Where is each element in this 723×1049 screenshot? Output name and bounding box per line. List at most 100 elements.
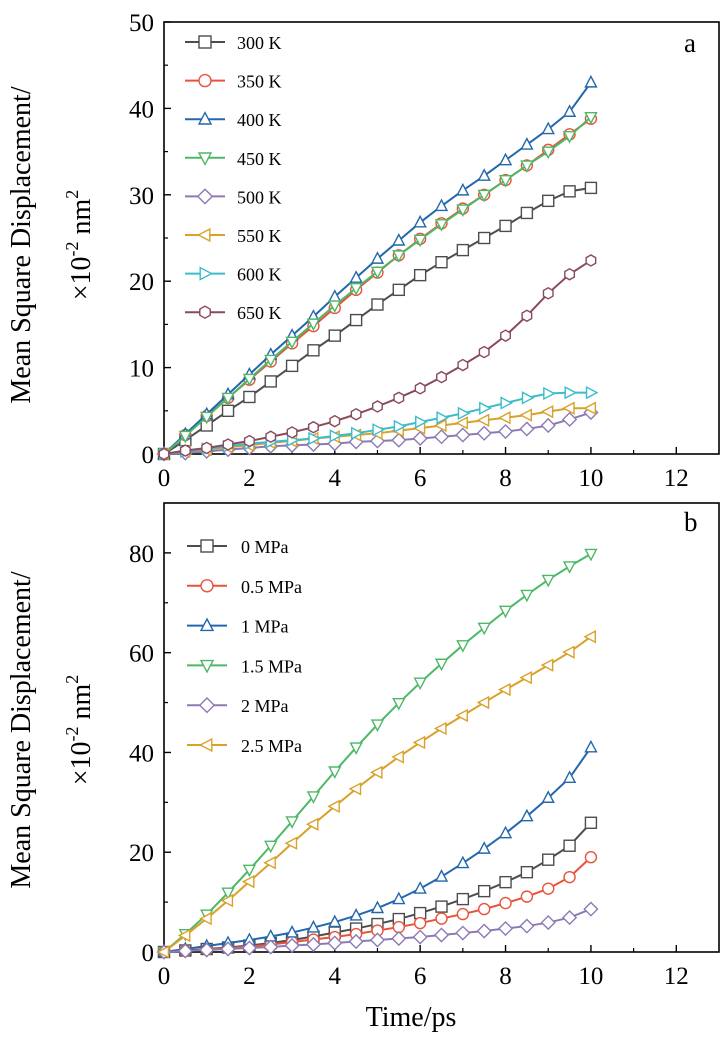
panel-b-legend-label-5: 2.5 MPa xyxy=(241,736,302,756)
panel-b-point-4-1 xyxy=(177,943,193,959)
panel-b-point-3-19 xyxy=(562,561,577,574)
panel-a-point-2-15 xyxy=(477,168,491,181)
panel-b-point-1-20 xyxy=(584,851,598,864)
panel-b-xtick-label-1: 2 xyxy=(243,963,256,990)
panel-b-series-3 xyxy=(157,548,598,960)
panel-a-legend-label-4: 500 K xyxy=(237,187,282,207)
panel-a-point-3-14 xyxy=(456,204,470,218)
panel-b-legend-label-3: 1.5 MPa xyxy=(241,656,302,676)
panel-b-point-2-17 xyxy=(520,808,534,822)
panel-a-point-0-14 xyxy=(456,243,470,257)
panel-b-point-4-5 xyxy=(263,939,279,955)
panel-a-point-6-15 xyxy=(479,401,492,415)
panel-a-legend-entry-4: 500 K xyxy=(185,187,282,207)
panel-a-legend-marker-5 xyxy=(196,227,211,243)
panel-b-point-5-0 xyxy=(156,945,170,959)
panel-b-point-4-15 xyxy=(476,923,492,939)
panel-b-point-5-1 xyxy=(177,928,191,943)
panel-a-series-7 xyxy=(158,254,597,461)
panel-a-point-7-7 xyxy=(307,420,319,434)
panel-a-ylabel-line2: ×10-2 nm2 xyxy=(62,190,97,301)
panel-b-point-3-6 xyxy=(285,816,299,829)
panel-a-point-0-17 xyxy=(520,206,534,220)
panel-a-point-0-8 xyxy=(328,329,341,342)
panel-a-legend-entry-3: 450 K xyxy=(185,149,282,169)
panel-a: 0 2 4 6 8 10 12 0 10 20 30 40 50 300 K 350 K 400 K 450 K… xyxy=(6,10,720,492)
panel-a-point-4-14 xyxy=(455,427,471,443)
panel-b-point-2-15 xyxy=(477,841,491,854)
panel-a-legend-marker-6 xyxy=(199,266,214,281)
panel-a-point-7-8 xyxy=(329,414,341,428)
panel-b-plot-area: 0 2 4 6 8 10 12 0 20 40 60 80 0 MPa 0.5 MPa 1 MPa 1.5 M… xyxy=(129,502,720,990)
panel-b-point-2-20 xyxy=(584,739,598,753)
panel-b-point-5-18 xyxy=(540,658,554,672)
panel-b-ylabel-line2: ×10-2 nm2 xyxy=(62,675,97,786)
panel-a-point-0-9 xyxy=(349,313,363,327)
panel-a-legend-marker-7 xyxy=(199,305,211,320)
panel-a-point-0-19 xyxy=(563,185,576,198)
panel-a-point-3-20 xyxy=(584,111,598,125)
panel-a-legend-entry-0: 300 K xyxy=(185,33,282,53)
panel-a-legend-label-7: 650 K xyxy=(237,303,282,323)
panel-a-point-3-9 xyxy=(349,283,363,296)
panel-b-legend-entry-0: 0 MPa xyxy=(187,537,289,557)
panel-a-point-6-12 xyxy=(415,415,428,429)
panel-b-series-4 xyxy=(156,901,599,960)
panel-a-point-0-5 xyxy=(264,375,277,388)
panel-b-point-4-18 xyxy=(540,914,556,931)
panel-a-point-0-11 xyxy=(392,283,406,297)
panel-a-point-0-7 xyxy=(307,344,320,357)
panel-a-point-2-11 xyxy=(392,233,406,246)
panel-b-legend-marker-3 xyxy=(199,659,215,674)
panel-b-point-3-10 xyxy=(370,719,385,733)
panel-b-point-5-14 xyxy=(455,708,468,723)
panel-a-letter: a xyxy=(684,28,696,58)
panel-b-xtick-label-0: 0 xyxy=(158,963,171,990)
panel-b-point-3-8 xyxy=(328,766,342,779)
panel-a-point-6-8 xyxy=(329,429,343,443)
panel-b-point-3-15 xyxy=(477,622,491,636)
panel-b-point-2-11 xyxy=(392,891,406,905)
panel-b-point-5-7 xyxy=(305,817,319,831)
panel-b-point-5-17 xyxy=(519,670,532,685)
panel-b-letter: b xyxy=(684,507,698,537)
panel-a-point-2-14 xyxy=(456,182,470,196)
panel-b-point-2-16 xyxy=(498,825,513,839)
panel-b-legend-label-1: 0.5 MPa xyxy=(241,577,302,597)
panel-a-point-3-15 xyxy=(477,189,491,203)
panel-a-point-5-19 xyxy=(562,401,575,415)
panel-b-point-3-18 xyxy=(541,574,555,588)
panel-a-point-5-20 xyxy=(583,401,597,415)
panel-a-point-6-10 xyxy=(372,423,386,437)
panel-b-point-4-6 xyxy=(284,937,300,954)
panel-a-xtick-label-5: 10 xyxy=(578,465,603,492)
panel-a-legend-label-1: 350 K xyxy=(237,72,282,92)
panel-a-point-6-9 xyxy=(351,426,364,440)
panel-b-point-5-13 xyxy=(433,721,447,736)
panel-a-xtick-label-4: 8 xyxy=(499,465,512,492)
panel-a-point-5-17 xyxy=(519,408,532,422)
panel-a-point-3-8 xyxy=(328,300,342,313)
panel-b-legend-label-4: 2 MPa xyxy=(241,696,289,716)
panel-a-point-6-14 xyxy=(457,406,471,421)
panel-b-legend-marker-5 xyxy=(198,737,213,753)
panel-a-point-7-17 xyxy=(521,309,533,323)
panel-a-point-6-13 xyxy=(436,411,450,425)
panel-b-point-4-12 xyxy=(412,929,428,945)
panel-a-point-6-11 xyxy=(393,419,407,434)
panel-a-legend-marker-2 xyxy=(197,111,213,125)
panel-b-point-0-13 xyxy=(435,900,448,913)
panel-a-xtick-label-6: 12 xyxy=(664,465,689,492)
panel-b-point-1-12 xyxy=(413,916,427,930)
panel-a-point-5-13 xyxy=(433,418,447,433)
panel-b-point-4-2 xyxy=(199,942,215,958)
panel-b-point-4-19 xyxy=(561,909,578,926)
panel-a-legend-label-3: 450 K xyxy=(237,149,282,169)
panel-b-legend-entry-4: 2 MPa xyxy=(187,696,289,716)
panel-a-ytick-label-2: 20 xyxy=(129,269,154,296)
panel-a-point-7-3 xyxy=(222,438,234,451)
panel-b-ytick-label-1: 20 xyxy=(129,840,154,867)
panel-a-legend-entry-7: 650 K xyxy=(185,303,282,323)
panel-a-point-5-18 xyxy=(540,405,554,419)
